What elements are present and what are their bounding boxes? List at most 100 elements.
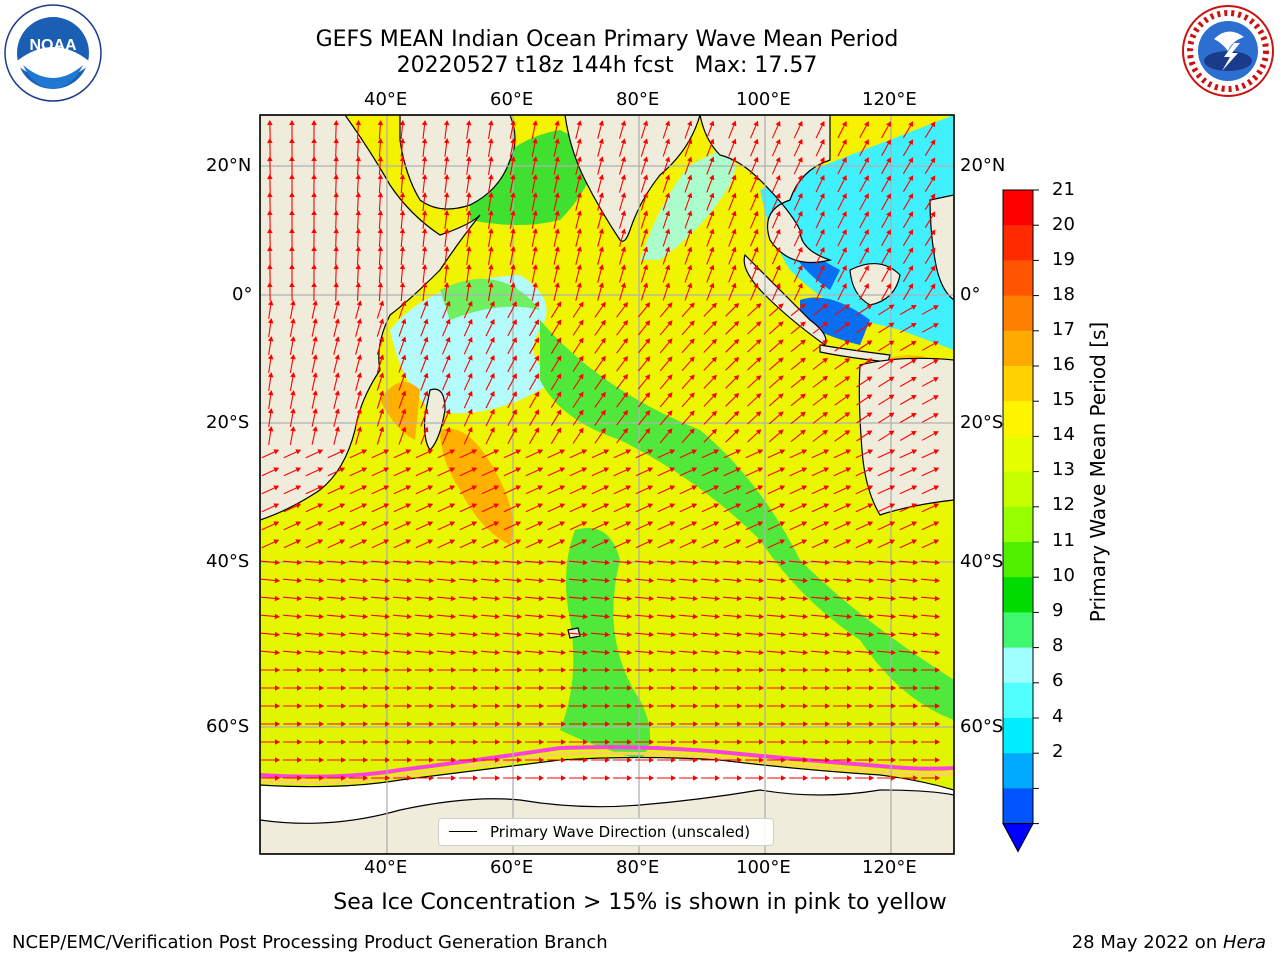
wave-arrow-head bbox=[781, 685, 787, 691]
wave-arrow-head bbox=[822, 375, 828, 382]
wave-arrow-head bbox=[385, 775, 391, 781]
wave-arrow-head bbox=[443, 228, 450, 234]
wave-arrow-head bbox=[275, 775, 281, 781]
wave-arrow-head bbox=[268, 408, 274, 414]
wave-arrow-head bbox=[495, 757, 501, 763]
wave-arrow-head bbox=[401, 354, 407, 361]
colorbar-tick: 9 bbox=[1052, 600, 1064, 621]
wave-arrow-head bbox=[428, 559, 435, 566]
wave-arrow-head bbox=[800, 375, 806, 381]
wave-arrow-head bbox=[311, 209, 317, 215]
wave-arrow-head bbox=[777, 375, 784, 381]
wave-arrow-head bbox=[290, 408, 296, 414]
wave-arrow-head bbox=[515, 449, 522, 455]
wave-arrow-head bbox=[516, 649, 523, 656]
wave-arrow-head bbox=[405, 503, 412, 509]
wave-arrow-head bbox=[687, 228, 693, 235]
wave-arrow-head bbox=[620, 138, 627, 145]
wave-arrow-head bbox=[538, 613, 545, 620]
wave-arrow-head bbox=[578, 427, 584, 434]
wave-arrow-head bbox=[869, 757, 875, 763]
wave-arrow-head bbox=[779, 521, 786, 527]
wave-arrow-head bbox=[781, 757, 787, 763]
x-tick-bottom: 40°E bbox=[364, 857, 408, 878]
wave-arrow-head bbox=[559, 521, 566, 527]
wave-arrow-head bbox=[780, 595, 787, 602]
wave-arrow-head bbox=[576, 282, 582, 288]
wave-arrow-head bbox=[467, 300, 473, 307]
wave-arrow-head bbox=[647, 449, 654, 455]
y-tick-right: 20°N bbox=[960, 155, 1006, 176]
wave-arrow-head bbox=[576, 210, 582, 216]
wave-arrow-head bbox=[709, 246, 715, 253]
wave-arrow-head bbox=[356, 390, 362, 396]
wave-arrow-head bbox=[863, 283, 869, 289]
wave-arrow-head bbox=[274, 649, 281, 656]
wave-arrow-head bbox=[556, 391, 562, 398]
wave-arrow-head bbox=[803, 757, 809, 763]
wave-arrow-head bbox=[583, 757, 589, 763]
wave-arrow-head bbox=[866, 322, 873, 328]
wave-arrow-head bbox=[295, 449, 302, 455]
wave-arrow-head bbox=[561, 757, 567, 763]
wave-arrow-head bbox=[537, 449, 544, 455]
wave-arrow-head bbox=[910, 340, 917, 346]
wave-arrow-head bbox=[289, 245, 295, 251]
wave-arrow-head bbox=[334, 318, 340, 324]
wave-arrow-head bbox=[427, 503, 434, 509]
wave-arrow-head bbox=[933, 503, 940, 509]
wave-arrow-head bbox=[488, 264, 494, 270]
wave-arrow-head bbox=[664, 156, 671, 163]
wave-arrow-head bbox=[598, 210, 604, 216]
wave-arrow-head bbox=[669, 485, 676, 491]
wave-arrow-head bbox=[581, 539, 588, 545]
colorbar-tick: 11 bbox=[1052, 530, 1075, 551]
wave-arrow-head bbox=[649, 775, 655, 781]
wave-arrow-head bbox=[510, 192, 516, 198]
wave-arrow-head bbox=[488, 228, 494, 234]
wave-arrow-head bbox=[889, 503, 896, 509]
wave-arrow-head bbox=[576, 192, 582, 198]
wave-arrow-head bbox=[267, 191, 273, 198]
colorbar-swatch bbox=[1003, 401, 1033, 437]
wave-arrow-head bbox=[889, 449, 896, 455]
wave-arrow-head bbox=[554, 210, 560, 216]
wave-arrow-head bbox=[383, 539, 390, 545]
wave-arrow-head bbox=[423, 336, 429, 343]
wave-arrow-head bbox=[649, 721, 655, 727]
wave-arrow-head bbox=[377, 155, 384, 162]
colorbar-swatch bbox=[1003, 295, 1033, 332]
wave-arrow-head bbox=[274, 631, 281, 638]
wave-arrow-head bbox=[908, 121, 914, 128]
wave-arrow-head bbox=[605, 685, 611, 691]
wave-arrow-head bbox=[819, 210, 825, 217]
wave-arrow-head bbox=[517, 775, 523, 781]
wave-arrow-head bbox=[819, 120, 825, 127]
colorbar-tick: 8 bbox=[1052, 635, 1064, 656]
wave-arrow-head bbox=[671, 757, 677, 763]
wave-arrow-head bbox=[866, 304, 873, 310]
wave-arrow-head bbox=[603, 539, 610, 545]
wave-arrow-head bbox=[423, 354, 429, 361]
wave-arrow-head bbox=[473, 757, 479, 763]
wave-arrow-head bbox=[847, 739, 853, 745]
wave-arrow-head bbox=[847, 721, 853, 727]
wave-arrow-head bbox=[312, 426, 318, 432]
wave-arrow-head bbox=[886, 229, 891, 236]
x-tick-top: 40°E bbox=[364, 89, 408, 110]
wave-arrow-head bbox=[620, 228, 627, 235]
wave-arrow-head bbox=[781, 775, 787, 781]
wave-arrow-head bbox=[692, 559, 699, 566]
wave-arrow-head bbox=[886, 121, 891, 128]
wave-arrow-head bbox=[803, 667, 809, 673]
wave-arrow-head bbox=[930, 229, 936, 236]
wave-arrow-head bbox=[671, 775, 677, 781]
wave-arrow-head bbox=[819, 246, 825, 253]
wave-arrow-head bbox=[620, 156, 627, 163]
wave-arrow-head bbox=[465, 264, 472, 270]
wave-arrow-head bbox=[356, 354, 362, 360]
wave-arrow-head bbox=[605, 757, 611, 763]
wave-arrow-head bbox=[847, 667, 853, 673]
wave-arrow-head bbox=[340, 649, 347, 656]
wave-arrow-head bbox=[443, 138, 450, 144]
